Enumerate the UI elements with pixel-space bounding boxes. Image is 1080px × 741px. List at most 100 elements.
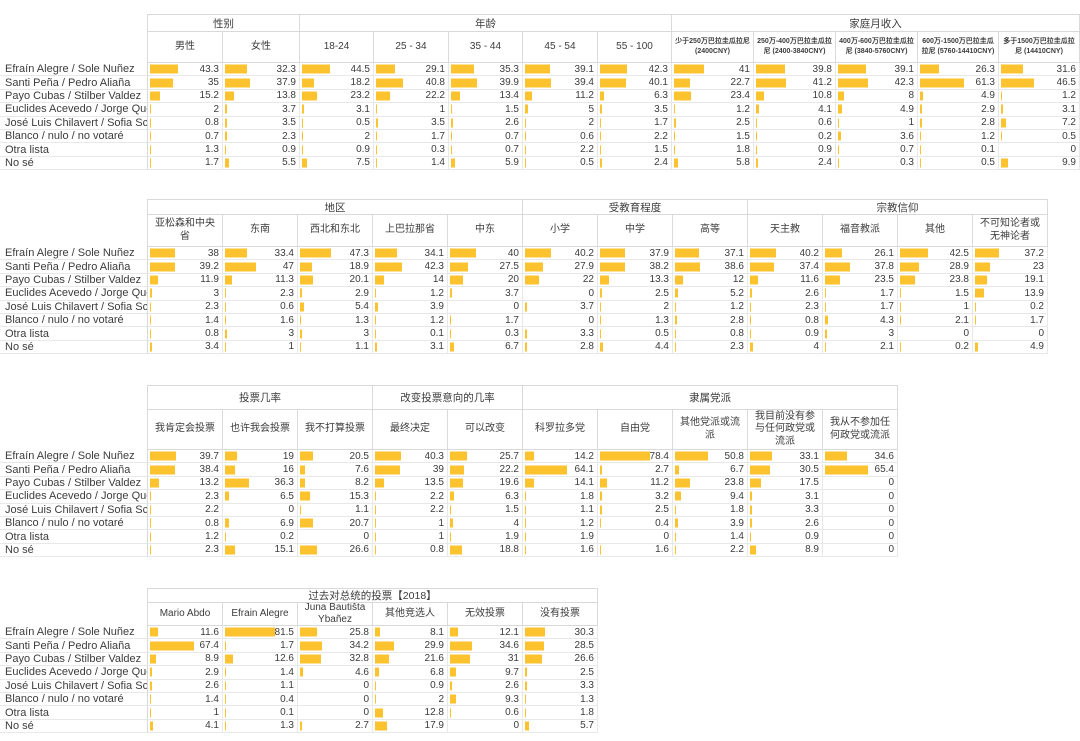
data-bar xyxy=(302,78,314,88)
data-bar xyxy=(225,654,234,664)
data-cell: 67.4 xyxy=(148,639,223,653)
cell-value: 8 xyxy=(908,89,914,103)
cell-value: 0.5 xyxy=(655,327,669,340)
cell-value: 22.2 xyxy=(425,89,445,103)
data-cell: 0.5 xyxy=(918,156,999,171)
data-cell: 2.4 xyxy=(754,156,836,171)
cell-value: 1.1 xyxy=(280,679,294,692)
cell-value: 1.1 xyxy=(355,503,369,516)
row-label: José Luis Chilavert / Sofia Scheid xyxy=(0,300,148,314)
data-cell: 0.8 xyxy=(148,327,223,341)
data-cell: 0.8 xyxy=(148,516,223,531)
data-cell: 0 xyxy=(823,490,898,504)
column-header: 可以改变 xyxy=(448,410,523,450)
data-cell: 0.3 xyxy=(448,327,523,341)
cell-value: 29.1 xyxy=(425,63,445,76)
cell-value: 40.1 xyxy=(648,76,668,89)
data-bar xyxy=(302,64,331,74)
column-header: 400万-600万巴拉圭瓜拉尼 (3840-5760CNY) xyxy=(836,32,918,63)
data-bar xyxy=(525,545,527,555)
data-cell: 5 xyxy=(523,103,598,117)
cell-value: 0.9 xyxy=(430,679,444,692)
data-cell: 3.5 xyxy=(374,116,449,130)
cell-value: 1 xyxy=(908,116,914,129)
data-cell: 23.4 xyxy=(672,89,754,104)
data-cell: 18.9 xyxy=(298,260,373,274)
column-header: 45 - 54 xyxy=(523,32,598,63)
data-cell: 37.9 xyxy=(598,247,673,261)
crosstab-table-vote-likelihood-party: 投票几率 我肯定会投票 也许我会投票 我不打算投票 改变投票意向的几率 最终决定 可以改变隶… xyxy=(0,385,898,558)
group-header: 过去对总统的投票【2018】 xyxy=(148,588,598,603)
cell-value: 5.9 xyxy=(505,156,519,170)
data-bar xyxy=(302,104,304,114)
cell-value: 2.5 xyxy=(580,666,594,679)
data-bar xyxy=(600,78,626,88)
data-bar xyxy=(302,118,303,128)
data-bar xyxy=(1001,91,1002,101)
data-cell: 5.8 xyxy=(672,156,754,171)
cell-value: 2.9 xyxy=(205,666,219,679)
row-label: Santi Peña / Pedro Aliaña xyxy=(0,639,148,653)
data-cell: 14 xyxy=(373,273,448,288)
group-header: 受教育程度 xyxy=(523,199,748,215)
data-bar xyxy=(300,505,301,515)
data-bar xyxy=(375,262,403,272)
data-bar xyxy=(750,532,751,542)
data-bar xyxy=(600,465,602,475)
cell-value: 20.7 xyxy=(349,516,369,530)
data-cell: 3.1 xyxy=(373,340,448,355)
cell-value: 1.1 xyxy=(355,340,369,354)
cell-value: 35 xyxy=(207,76,219,89)
data-bar xyxy=(375,248,398,258)
data-cell: 2 xyxy=(373,692,448,707)
cell-value: 78.4 xyxy=(649,450,669,463)
cell-value: 2.2 xyxy=(205,503,219,516)
row-label: Santi Peña / Pedro Aliaña xyxy=(0,260,148,274)
data-cell: 6.8 xyxy=(373,666,448,680)
data-bar xyxy=(225,681,226,691)
group-header: 投票几率 xyxy=(148,385,373,410)
data-bar xyxy=(675,275,683,285)
cell-value: 1.8 xyxy=(736,143,750,156)
data-cell: 29.9 xyxy=(373,639,448,653)
cell-value: 0 xyxy=(588,287,594,300)
cell-value: 4.1 xyxy=(205,719,219,733)
data-cell: 23 xyxy=(973,260,1048,274)
data-bar xyxy=(375,667,380,677)
cell-value: 0.1 xyxy=(280,706,294,719)
data-cell: 0 xyxy=(523,313,598,328)
data-bar xyxy=(838,118,839,128)
data-cell: 1.4 xyxy=(223,666,298,680)
column-header: 不可知论者或无神论者 xyxy=(973,215,1048,247)
data-cell: 0 xyxy=(223,503,298,517)
cell-value: 8.1 xyxy=(430,626,444,639)
group-header: 改变投票意向的几率 xyxy=(373,385,523,410)
data-bar xyxy=(525,627,545,637)
data-cell: 2.7 xyxy=(298,719,373,734)
data-cell: 11.2 xyxy=(598,476,673,491)
data-bar xyxy=(525,451,535,461)
cell-value: 0.7 xyxy=(900,143,914,156)
data-cell: 35.3 xyxy=(449,63,523,77)
data-bar xyxy=(750,288,752,298)
data-bar xyxy=(150,478,159,488)
cell-value: 1.5 xyxy=(505,103,519,116)
row-label: No sé xyxy=(0,340,148,355)
data-bar xyxy=(225,91,235,101)
data-cell: 14.2 xyxy=(523,450,598,464)
data-cell: 3.1 xyxy=(999,103,1080,117)
data-bar xyxy=(825,451,848,461)
cell-value: 1.4 xyxy=(205,692,219,706)
cell-value: 3.7 xyxy=(505,287,519,300)
cell-value: 4 xyxy=(513,516,519,530)
cell-value: 2.7 xyxy=(355,719,369,733)
cell-value: 0.6 xyxy=(818,116,832,129)
cell-value: 4.1 xyxy=(818,103,832,116)
cell-value: 2 xyxy=(588,116,594,129)
data-cell: 0 xyxy=(823,516,898,531)
data-cell: 2.5 xyxy=(598,503,673,517)
data-cell: 19.6 xyxy=(448,476,523,491)
data-bar xyxy=(375,329,376,339)
cell-value: 0.5 xyxy=(356,116,370,129)
data-bar xyxy=(300,627,317,637)
